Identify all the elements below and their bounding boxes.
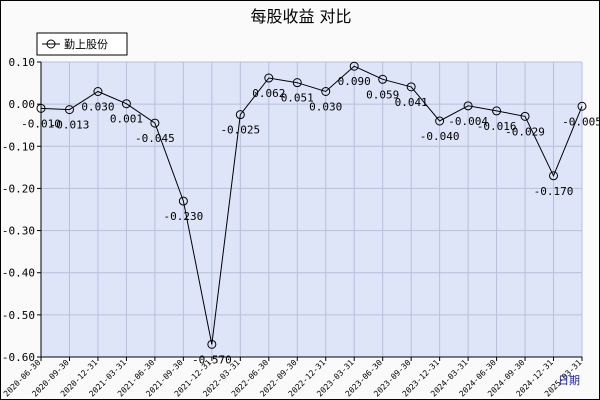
data-point	[150, 118, 160, 128]
data-point	[321, 87, 331, 96]
data-label: -0.170	[534, 185, 574, 198]
data-point	[36, 103, 46, 113]
data-point	[520, 111, 530, 121]
legend-marker	[46, 39, 56, 49]
y-tick-label: -0.30	[2, 225, 35, 238]
y-tick-label: -0.10	[2, 140, 35, 153]
data-label: -0.004	[448, 115, 488, 128]
data-point	[435, 116, 445, 126]
data-point	[492, 106, 502, 116]
x-axis-ticks: 2020-06-302020-09-302020-12-312021-03-31…	[2, 357, 584, 398]
y-tick-label: -0.40	[2, 267, 35, 280]
data-point	[378, 74, 388, 84]
data-label: -0.045	[135, 132, 175, 145]
chart-title: 每股收益 对比	[250, 7, 351, 26]
plot-area	[41, 62, 582, 357]
x-axis-label: 日期	[558, 374, 580, 387]
series-group: -0.010-0.0130.0300.001-0.045-0.230-0.570…	[21, 61, 599, 366]
data-label: 0.030	[309, 101, 342, 114]
data-label: 0.001	[110, 113, 143, 126]
data-label: 0.051	[281, 92, 314, 105]
data-label: -0.570	[192, 353, 232, 366]
data-point	[264, 73, 274, 83]
data-label: 0.041	[395, 96, 428, 109]
y-tick-label: -0.60	[2, 351, 35, 364]
data-point	[463, 101, 473, 111]
data-point	[577, 101, 587, 111]
data-point	[64, 105, 74, 115]
data-label: -0.016	[477, 120, 517, 133]
data-point	[207, 339, 217, 349]
y-tick-label: 0.00	[9, 98, 36, 111]
y-axis-ticks: 0.10 0.00 -0.10 -0.20 -0.30 -0.40 -0.50 -0.60	[2, 56, 41, 364]
data-point	[93, 87, 103, 96]
legend-label: 勤上股份	[64, 38, 108, 51]
data-label: 0.062	[252, 87, 285, 100]
data-point	[549, 171, 559, 181]
series-line	[40, 65, 583, 345]
data-label: -0.010	[21, 117, 61, 130]
data-label: -0.013	[50, 119, 90, 132]
data-label: -0.029	[505, 125, 545, 138]
data-label: -0.025	[220, 124, 260, 137]
legend-box	[36, 32, 128, 56]
y-tick-label: 0.10	[9, 56, 36, 69]
data-label: -0.040	[420, 130, 460, 143]
y-tick-label: -0.50	[2, 309, 35, 322]
data-point	[292, 78, 302, 88]
data-point	[121, 99, 131, 109]
data-label: 0.090	[338, 75, 371, 88]
y-tick-label: -0.20	[2, 182, 35, 195]
data-point	[178, 196, 188, 206]
data-label: 0.059	[366, 88, 399, 101]
data-point	[406, 82, 416, 92]
data-label: -0.230	[163, 210, 203, 223]
data-label: -0.005	[562, 115, 599, 128]
data-label: 0.030	[81, 101, 114, 114]
data-point	[349, 61, 359, 71]
legend: 勤上股份	[36, 32, 128, 56]
data-point	[235, 110, 245, 120]
